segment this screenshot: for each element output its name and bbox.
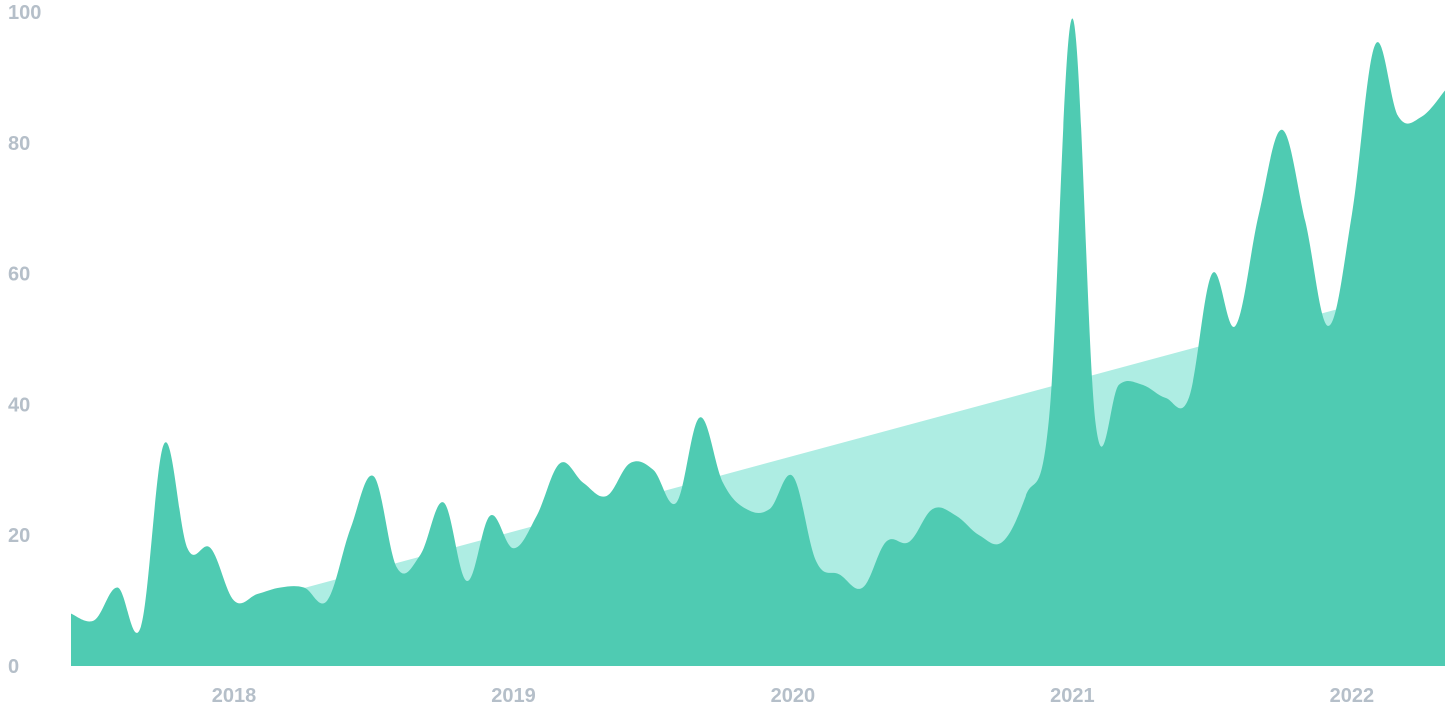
series-point	[674, 501, 678, 505]
series-point	[581, 481, 585, 485]
y-tick-label: 0	[8, 656, 19, 678]
series-point	[1257, 213, 1261, 217]
x-tick-label: 2019	[491, 685, 536, 707]
series-point	[628, 461, 632, 465]
series-point	[395, 566, 399, 570]
series-point	[698, 415, 702, 419]
series-point	[721, 481, 725, 485]
series-point	[1001, 540, 1005, 544]
series-point	[861, 586, 865, 590]
series-point	[1327, 324, 1331, 328]
y-tick-label: 80	[8, 133, 30, 155]
series-point	[279, 586, 283, 590]
plot-area	[69, 17, 1447, 666]
series-point	[372, 474, 376, 478]
x-tick-label: 2021	[1050, 685, 1095, 707]
series-point	[1280, 128, 1284, 132]
series-point	[442, 501, 446, 505]
series-point	[1117, 383, 1121, 387]
series-point	[1070, 17, 1074, 21]
series-point	[1047, 415, 1051, 419]
series-point	[116, 586, 120, 590]
series-point	[931, 507, 935, 511]
series-point	[814, 559, 818, 563]
series-point	[1210, 272, 1214, 276]
series-point	[791, 474, 795, 478]
series-point	[838, 572, 842, 576]
series-point	[185, 546, 189, 550]
series-point	[558, 461, 562, 465]
series-point	[255, 592, 259, 596]
series-point	[488, 514, 492, 518]
series-point	[325, 599, 329, 603]
y-tick-label: 100	[8, 2, 41, 24]
series-point	[1233, 324, 1237, 328]
monthly-series-area	[71, 18, 1445, 666]
series-point	[209, 546, 213, 550]
series-point	[977, 533, 981, 537]
series-point	[232, 599, 236, 603]
series-point	[907, 540, 911, 544]
series-point	[1024, 494, 1028, 498]
series-point	[1443, 88, 1447, 92]
x-tick-label: 2018	[212, 685, 257, 707]
series-point	[1187, 396, 1191, 400]
series-point	[139, 625, 143, 629]
x-axis: 2018 2019 2020 2021 2022	[212, 685, 1374, 707]
series-point	[465, 579, 469, 583]
series-point	[744, 507, 748, 511]
x-tick-label: 2022	[1330, 685, 1375, 707]
series-point	[348, 527, 352, 531]
y-tick-label: 60	[8, 264, 30, 286]
series-point	[535, 514, 539, 518]
series-point	[1140, 383, 1144, 387]
series-point	[511, 546, 515, 550]
y-axis: 0 20 40 60 80 100	[8, 2, 41, 678]
series-point	[605, 494, 609, 498]
series-point	[92, 618, 96, 622]
series-point	[418, 553, 422, 557]
series-point	[162, 442, 166, 446]
y-tick-label: 20	[8, 525, 30, 547]
y-tick-label: 40	[8, 394, 30, 416]
series-point	[1373, 43, 1377, 47]
series-point	[302, 586, 306, 590]
series-point	[1350, 213, 1354, 217]
series-point	[884, 540, 888, 544]
x-tick-label: 2020	[771, 685, 816, 707]
series-point	[1094, 422, 1098, 426]
series-point	[1420, 115, 1424, 119]
series-point	[1396, 115, 1400, 119]
series-point	[1303, 219, 1307, 223]
series-point	[768, 507, 772, 511]
series-point	[651, 468, 655, 472]
series-point	[954, 514, 958, 518]
series-point	[1164, 396, 1168, 400]
series-point	[69, 612, 73, 616]
